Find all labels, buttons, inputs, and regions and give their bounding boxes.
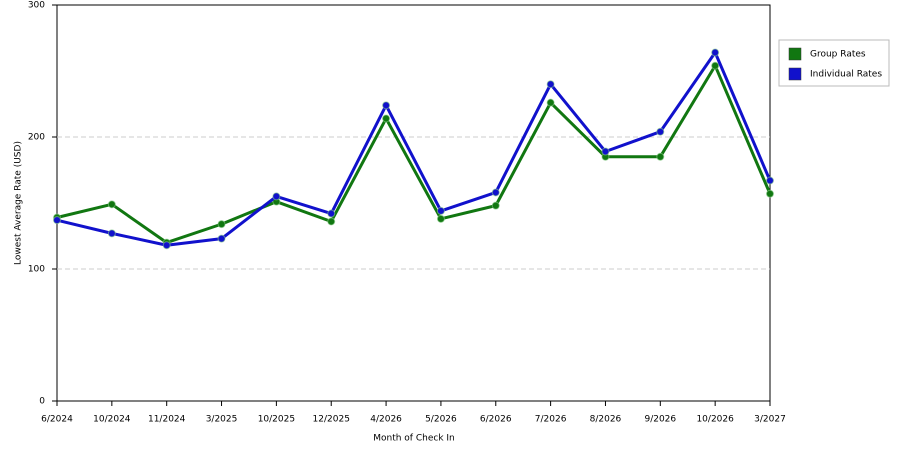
data-point [53,216,61,225]
data-point [436,214,445,223]
legend-label: Individual Rates [810,70,882,80]
data-point [656,127,665,136]
x-tick-label: 10/2024 [93,415,131,425]
x-tick-label: 7/2026 [535,415,567,425]
legend-swatch [788,47,802,61]
legend-swatch [788,67,802,81]
data-point [272,192,281,201]
data-point [546,98,555,107]
data-point [601,147,610,156]
x-tick-label: 10/2026 [696,415,734,425]
x-axis-title: Month of Check In [373,434,455,444]
data-point [436,206,445,215]
y-tick-label: 100 [28,265,45,275]
x-tick-label: 9/2026 [644,415,676,425]
legend-label: Group Rates [810,50,866,60]
data-point [107,229,116,238]
x-tick-label: 8/2026 [590,415,622,425]
data-point [217,220,226,229]
x-tick-label: 4/2026 [370,415,402,425]
data-point [382,114,391,123]
y-axis-title: Lowest Average Rate (USD) [14,141,24,265]
series-line [56,64,772,245]
x-tick-label: 11/2024 [148,415,186,425]
x-tick-label: 3/2027 [754,415,786,425]
data-point [327,217,336,226]
y-tick-label: 300 [28,1,45,11]
x-tick-label: 10/2025 [258,415,295,425]
data-point [711,48,720,57]
data-point [327,209,336,218]
y-tick-label: 0 [39,397,45,407]
data-point [766,176,774,185]
plot-area [56,4,771,402]
data-point [656,152,665,161]
y-tick-label: 200 [28,133,45,143]
x-tick-label: 6/2026 [480,415,512,425]
data-point [107,200,116,209]
data-point [766,189,774,198]
data-point [711,61,720,70]
data-point [162,241,171,250]
data-point [546,80,555,89]
x-tick-label: 12/2025 [313,415,350,425]
data-point [491,188,500,197]
data-point [217,234,226,243]
x-tick-label: 3/2025 [206,415,238,425]
data-point [491,201,500,210]
x-tick-label: 6/2024 [41,415,73,425]
x-tick-label: 5/2026 [425,415,457,425]
data-point [382,101,391,110]
series-line [56,51,772,247]
